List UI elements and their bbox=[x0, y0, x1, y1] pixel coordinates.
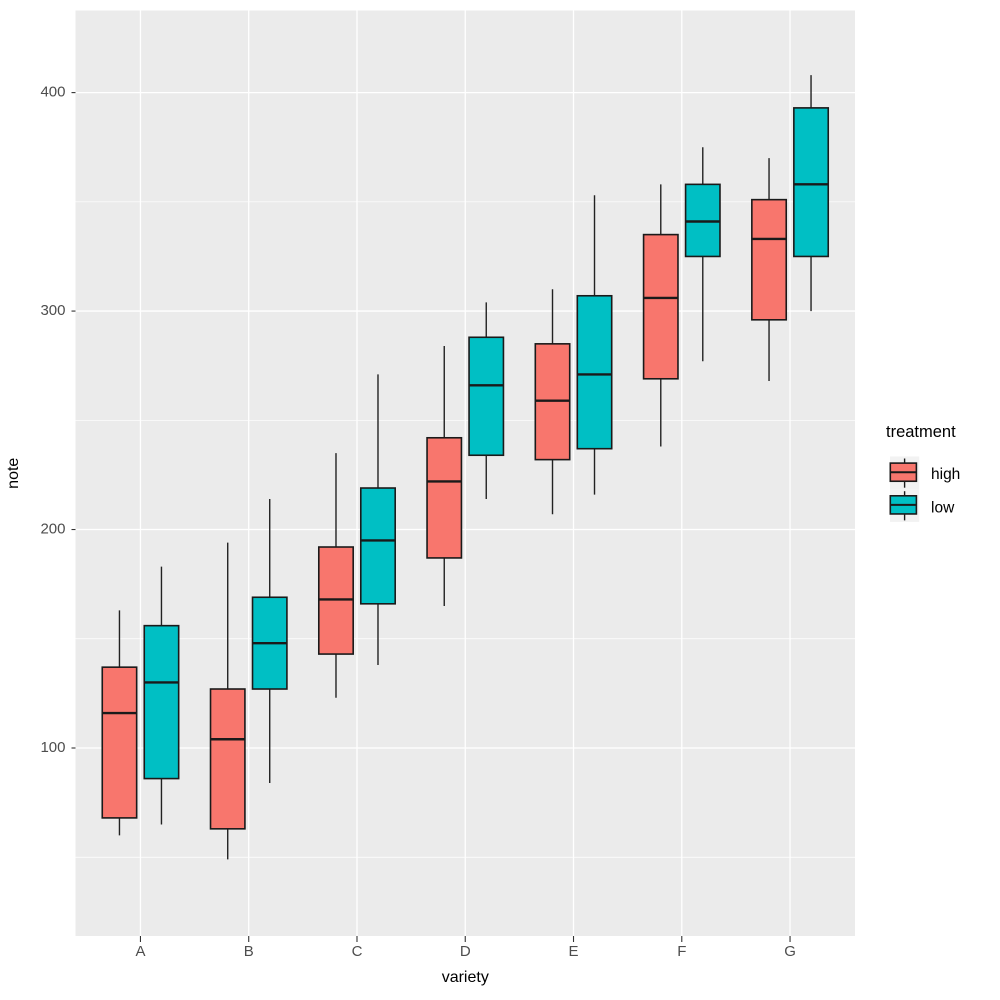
svg-text:300: 300 bbox=[40, 302, 65, 319]
svg-text:F: F bbox=[677, 943, 686, 960]
svg-text:C: C bbox=[352, 943, 363, 960]
svg-text:high: high bbox=[931, 466, 960, 483]
svg-text:low: low bbox=[931, 500, 955, 517]
svg-text:D: D bbox=[460, 943, 471, 960]
svg-text:100: 100 bbox=[40, 739, 65, 756]
svg-text:200: 200 bbox=[40, 521, 65, 538]
svg-text:B: B bbox=[244, 943, 254, 960]
svg-text:400: 400 bbox=[40, 84, 65, 101]
svg-text:G: G bbox=[784, 943, 796, 960]
svg-text:variety: variety bbox=[442, 969, 489, 986]
svg-text:E: E bbox=[569, 943, 579, 960]
svg-text:treatment: treatment bbox=[886, 423, 956, 441]
svg-text:note: note bbox=[5, 458, 22, 489]
svg-text:A: A bbox=[135, 943, 145, 960]
